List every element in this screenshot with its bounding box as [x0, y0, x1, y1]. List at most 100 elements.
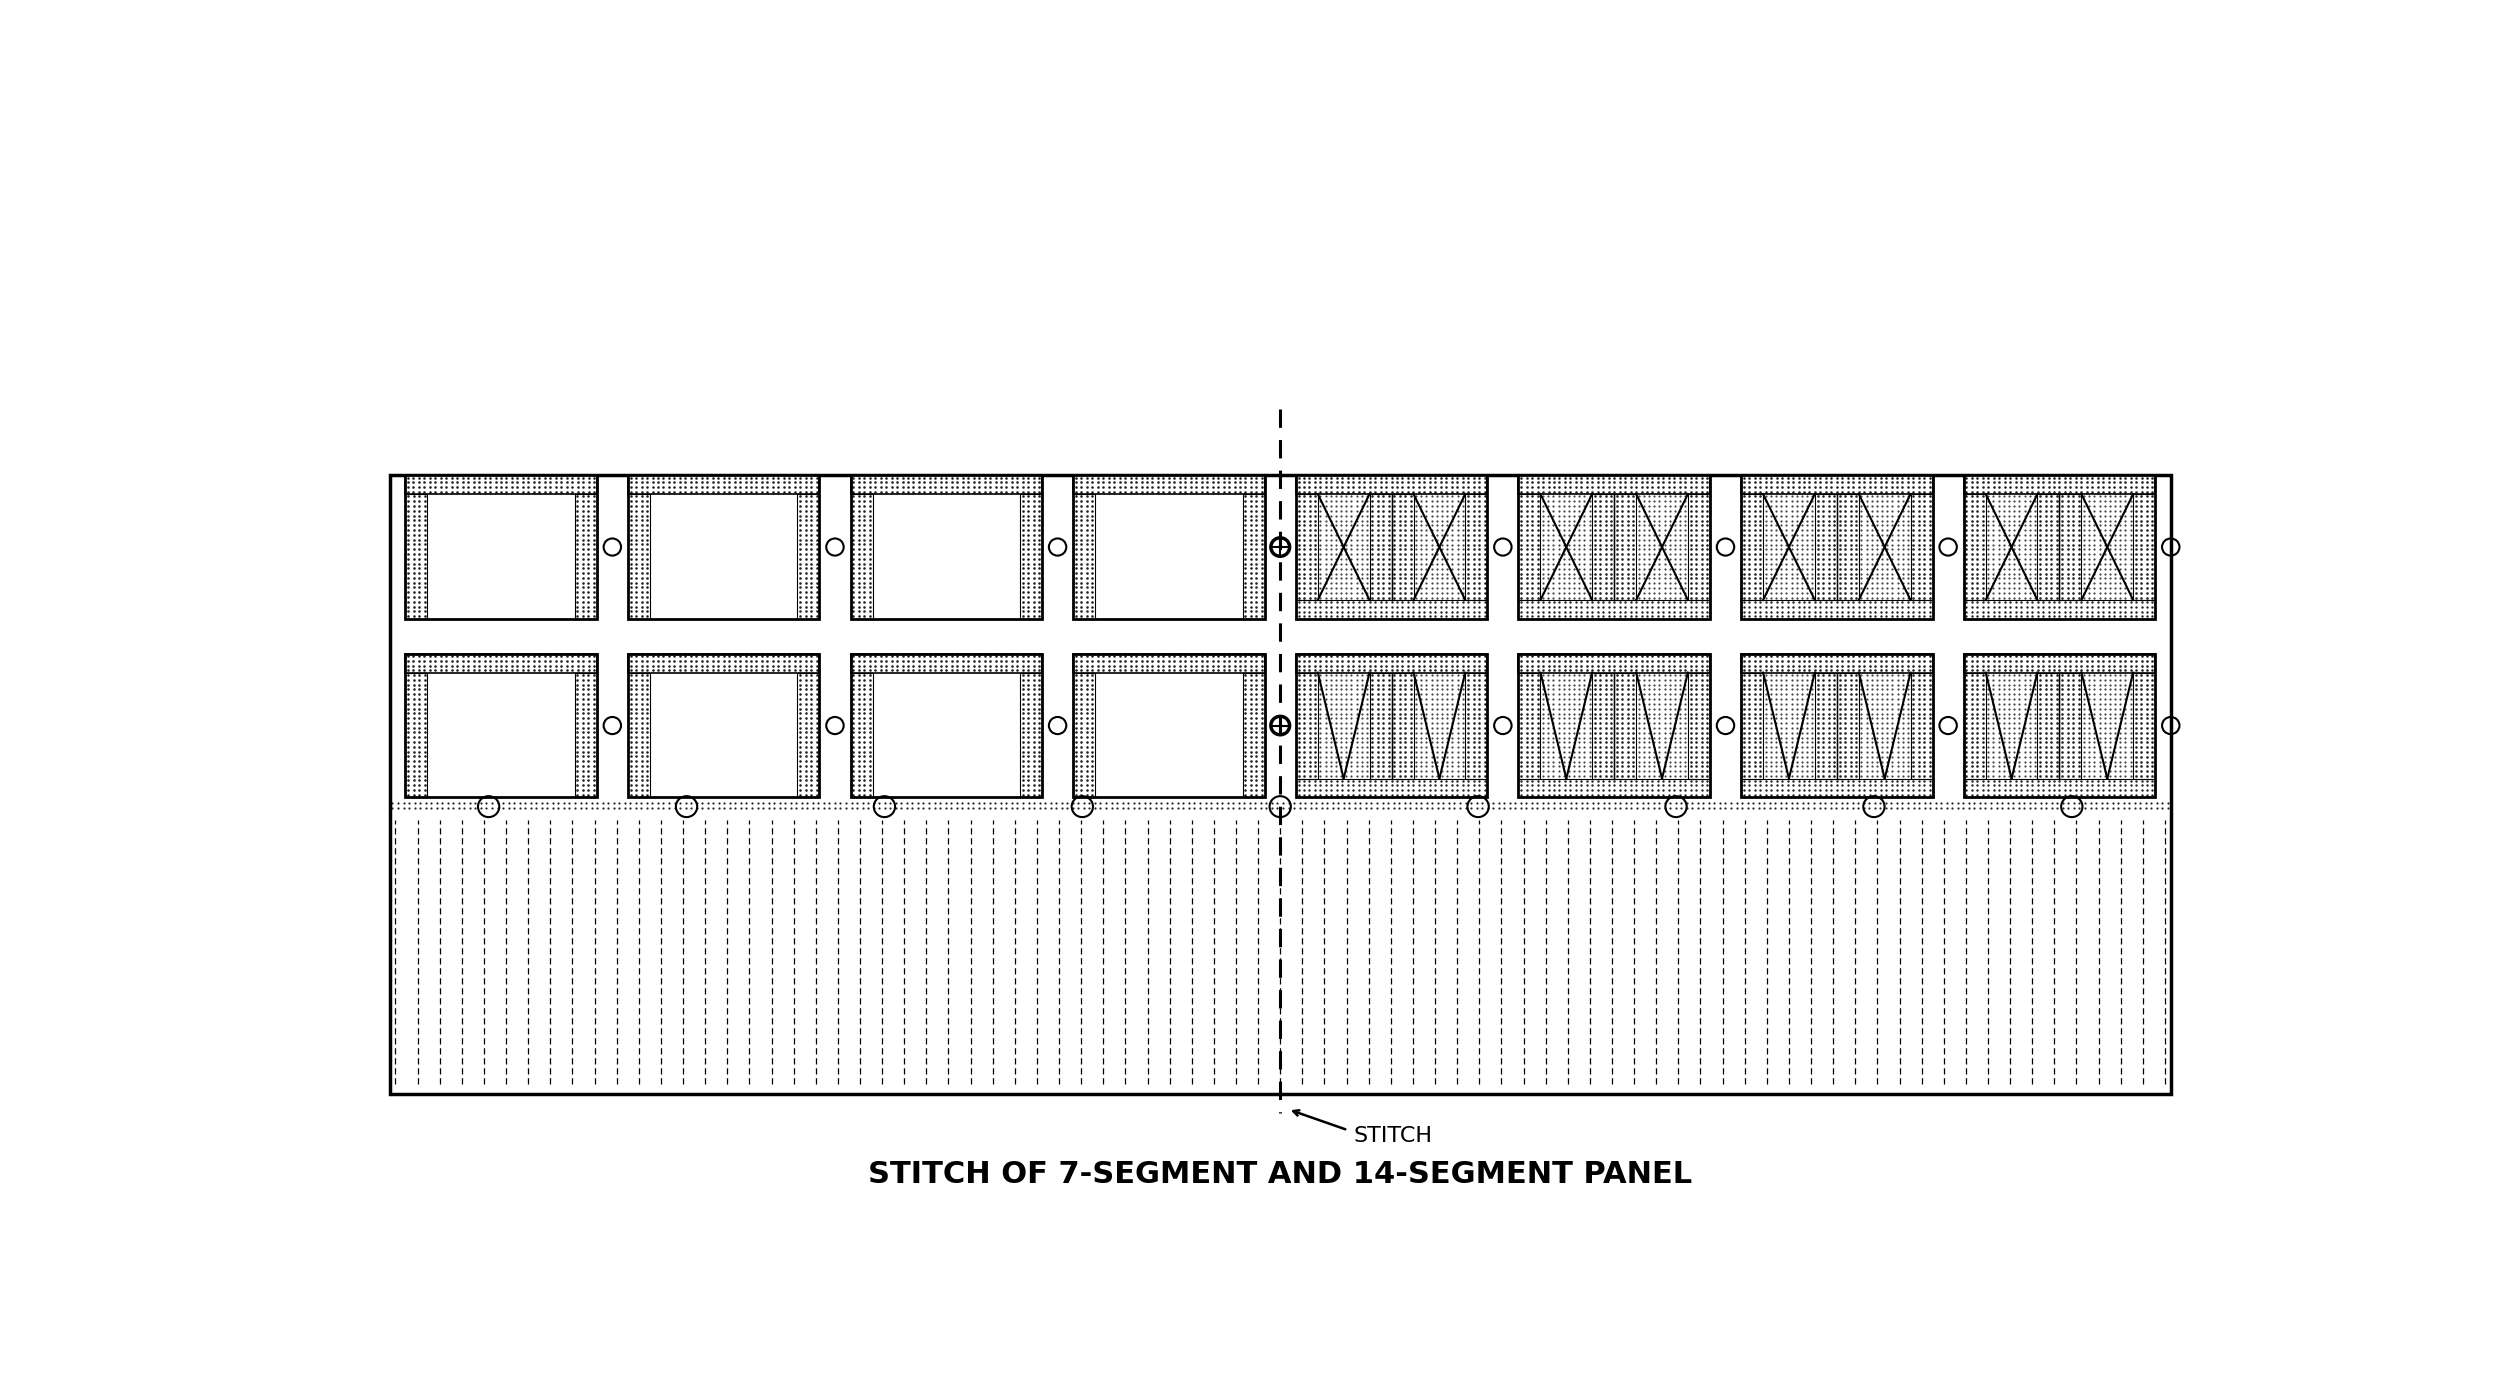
Point: [1284, 760, 1324, 783]
Point: [1102, 791, 1142, 813]
Point: [922, 476, 962, 499]
Point: [1601, 796, 1641, 819]
Point: [387, 529, 427, 551]
Point: [1993, 673, 2033, 695]
Point: [622, 504, 662, 526]
Point: [1067, 524, 1107, 546]
Point: [400, 774, 440, 796]
Point: [2048, 673, 2088, 695]
Point: [1869, 529, 1908, 551]
Point: [1426, 683, 1466, 705]
Point: [1614, 500, 1654, 522]
Point: [575, 731, 615, 753]
Point: [1421, 702, 1461, 724]
Point: [1072, 702, 1112, 724]
Bar: [797, 673, 819, 798]
Point: [617, 557, 657, 579]
Point: [1331, 553, 1371, 575]
Point: [2126, 784, 2166, 806]
Point: [1856, 553, 1896, 575]
Point: [1639, 553, 1679, 575]
Point: [697, 655, 737, 677]
Point: [1097, 796, 1137, 819]
Point: [2033, 659, 2073, 681]
Point: [1734, 467, 1774, 489]
Point: [2096, 586, 2136, 608]
Point: [1379, 741, 1419, 763]
Point: [1656, 533, 1696, 555]
Point: [834, 494, 874, 517]
Point: [1786, 510, 1826, 532]
Point: [1002, 784, 1042, 806]
Point: [1072, 467, 1112, 489]
Point: [2021, 692, 2061, 715]
Point: [1511, 745, 1551, 767]
Point: [1232, 663, 1271, 686]
Point: [1391, 722, 1431, 744]
Point: [649, 659, 689, 681]
Point: [1459, 562, 1499, 584]
Point: [1724, 553, 1764, 575]
Point: [1564, 760, 1604, 783]
Point: [570, 494, 610, 517]
Point: [1581, 490, 1621, 512]
Point: [1596, 543, 1636, 565]
Point: [1479, 796, 1519, 819]
Point: [1301, 702, 1341, 724]
Point: [2121, 596, 2161, 618]
Point: [1569, 490, 1609, 512]
Point: [1968, 692, 2008, 715]
Point: [1296, 791, 1336, 813]
Point: [1871, 650, 1911, 672]
Point: [1426, 519, 1466, 542]
Point: [1464, 485, 1504, 507]
Point: [1599, 476, 1639, 499]
Point: [1032, 796, 1072, 819]
Point: [1661, 683, 1701, 705]
Point: [1014, 543, 1054, 565]
Point: [1436, 558, 1476, 580]
Point: [1689, 791, 1729, 813]
Point: [2133, 568, 2173, 590]
Point: [697, 467, 737, 489]
Point: [1799, 548, 1839, 571]
Point: [525, 650, 565, 672]
Point: [1014, 566, 1054, 589]
Point: [2106, 712, 2146, 734]
Point: [405, 722, 445, 744]
Point: [610, 669, 649, 691]
Point: [1237, 791, 1276, 813]
Point: [2078, 741, 2118, 763]
Point: [1839, 774, 1878, 796]
Point: [1544, 490, 1584, 512]
Point: [2078, 712, 2118, 734]
Point: [1839, 481, 1878, 503]
Point: [1406, 539, 1446, 561]
Point: [1676, 582, 1716, 604]
Point: [1724, 774, 1764, 796]
Point: [1534, 698, 1574, 720]
Point: [2058, 698, 2098, 720]
Point: [1072, 716, 1112, 738]
Point: [1569, 524, 1609, 546]
Point: [854, 796, 894, 819]
Point: [1067, 683, 1107, 705]
Point: [1394, 655, 1434, 677]
Point: [1331, 490, 1371, 512]
Point: [1366, 596, 1406, 618]
Point: [1734, 708, 1774, 730]
Point: [1811, 467, 1851, 489]
Point: [1416, 702, 1456, 724]
Point: [1519, 605, 1559, 627]
Point: [787, 582, 827, 604]
Point: [964, 796, 1004, 819]
Point: [1819, 490, 1859, 512]
Point: [1951, 553, 1991, 575]
Point: [1968, 568, 2008, 590]
Point: [1656, 586, 1696, 608]
Point: [610, 490, 649, 512]
Point: [1926, 791, 1966, 813]
Point: [1856, 722, 1896, 744]
Point: [2133, 765, 2173, 787]
Point: [1856, 596, 1896, 618]
